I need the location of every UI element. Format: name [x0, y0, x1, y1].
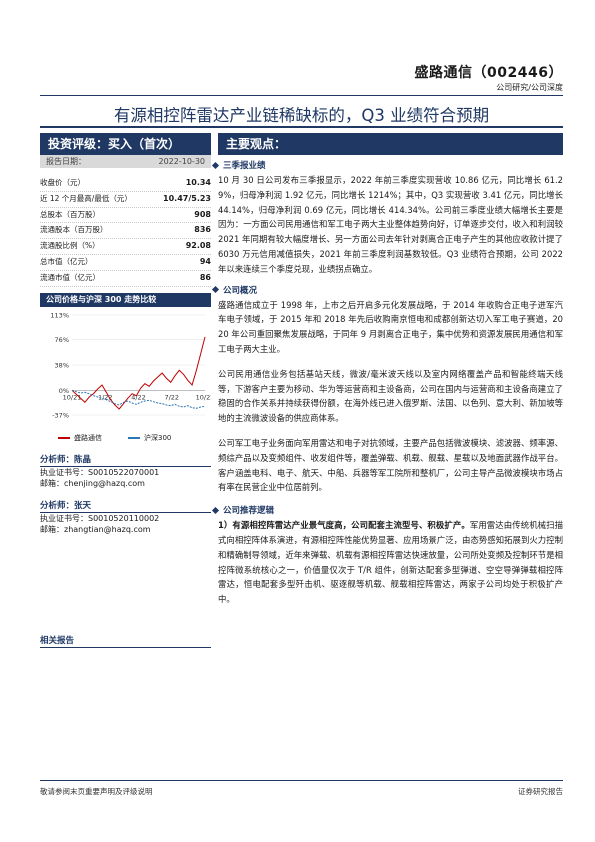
- stat-value: 94: [199, 256, 211, 266]
- x-tick-label: 10/22: [196, 393, 211, 401]
- key-stats: 收盘价（元） 10.34 近 12 个月最高/最低（元） 10.47/5.23 总股本（…: [40, 176, 211, 287]
- stat-row: 近 12 个月最高/最低（元） 10.47/5.23: [40, 192, 211, 208]
- logic-lead: 1）有源相控阵雷达产业景气度高，公司配套主流型号、积极扩产。: [218, 520, 470, 531]
- stat-value: 908: [194, 209, 211, 219]
- stat-value: 10.47/5.23: [163, 193, 211, 203]
- paragraph: 盛路通信成立于 1998 年，上市之后开启多元化发展战略，于 2014 年收购合…: [218, 299, 563, 354]
- stat-value: 10.34: [185, 178, 211, 187]
- price-comparison-chart: 113% 76% 38% 0% -37% 10/21 1/22 4/22 7/22 10/22: [50, 311, 211, 419]
- legend-swatch-b: [128, 436, 140, 439]
- analyst-title: 分析师：陈晶: [40, 453, 211, 467]
- diamond-bullet-icon: [211, 286, 220, 294]
- legend-label-a: 盛路通信: [74, 433, 102, 442]
- report-type: 公司研究/公司深度: [496, 83, 563, 92]
- sidebar: 投资评级：买入（首次） 报告日期： 2022-10-30 收盘价（元） 10.34…: [40, 133, 211, 535]
- analyst-title: 分析师：张天: [40, 499, 211, 513]
- analyst-cert: 执业证书号：S0010520110002: [40, 513, 160, 523]
- stat-value: 92.08: [185, 241, 211, 251]
- stat-label: 流通市值（亿元）: [40, 272, 100, 282]
- main-content: 主要观点： 三季报业绩 10 月 30 日公司发布三季报显示，2022 年前三季…: [211, 133, 563, 607]
- report-headline: 有源相控阵雷达产业链稀缺标的，Q3 业绩符合预期: [113, 106, 490, 125]
- report-date: 报告日期： 2022-10-30: [40, 155, 211, 168]
- paragraph: 10 月 30 日公司发布三季报显示，2022 年前三季度实现营收 10.86 …: [218, 175, 563, 274]
- paragraph: 1）有源相控阵雷达产业景气度高，公司配套主流型号、积极扩产。军用雷达由传统机械扫…: [218, 518, 563, 607]
- section-title: 三季报业绩: [211, 159, 563, 171]
- stat-label: 总股本（百万股）: [40, 209, 100, 219]
- legend-swatch-a: [58, 436, 70, 439]
- y-tick-label: -37%: [52, 411, 69, 419]
- header-rule: [40, 95, 563, 96]
- paragraph: 公司军工电子业务面向军用雷达和电子对抗领域，主要产品包括微波模块、滤波器、频率源…: [218, 437, 563, 493]
- analyst-email: 邮箱：zhangtian@hazq.com: [40, 524, 151, 534]
- analyst-email: 邮箱：chenjing@hazq.com: [40, 478, 145, 488]
- stat-label: 收盘价（元）: [40, 178, 85, 187]
- related-reports-heading: 相关报告: [40, 634, 211, 648]
- report-date-value: 2022-10-30: [158, 157, 206, 166]
- series-line: [71, 336, 206, 410]
- analyst-block-2: 分析师：张天 执业证书号：S0010520110002 邮箱：zhangtian…: [40, 499, 211, 535]
- stat-row: 收盘价（元） 10.34: [40, 176, 211, 192]
- series-line: [71, 389, 206, 409]
- footer-disclaimer: 敬请参阅末页重要声明及评级说明: [40, 787, 153, 796]
- stat-row: 总股本（百万股） 908: [40, 208, 211, 224]
- analyst-block-1: 分析师：陈晶 执业证书号：S0010522070001 邮箱：chenjing@…: [40, 453, 211, 489]
- y-tick-label: 38%: [55, 361, 69, 369]
- legend-label-b: 沪深300: [144, 433, 172, 442]
- stat-row: 流通市值（亿元） 86: [40, 271, 211, 287]
- main-points-banner: 主要观点：: [218, 133, 563, 155]
- x-tick-label: 10/21: [63, 393, 82, 401]
- stat-row: 总市值（亿元） 94: [40, 255, 211, 271]
- stat-row: 流通股本（百万股） 836: [40, 223, 211, 240]
- stat-value: 836: [194, 225, 211, 235]
- stat-label: 总市值（亿元）: [40, 256, 93, 266]
- stat-value: 86: [199, 272, 211, 282]
- footer-rule: [40, 780, 563, 781]
- footer-label: 证券研究报告: [518, 787, 563, 796]
- analyst-cert: 执业证书号：S0010522070001: [40, 467, 160, 477]
- y-tick-label: 113%: [50, 311, 69, 319]
- section-investment-logic: 公司推荐逻辑 1）有源相控阵雷达产业景气度高，公司配套主流型号、积极扩产。军用雷…: [211, 504, 563, 607]
- stat-label: 近 12 个月最高/最低（元）: [40, 193, 132, 203]
- headline-rule: [40, 126, 563, 128]
- report-date-label: 报告日期：: [46, 157, 86, 166]
- diamond-bullet-icon: [211, 161, 220, 169]
- x-tick-label: 7/22: [164, 393, 179, 401]
- x-tick-label: 4/22: [131, 393, 146, 401]
- chart-title: 公司价格与沪深 300 走势比较: [40, 292, 211, 307]
- y-tick-label: 0%: [59, 386, 69, 394]
- section-title: 公司推荐逻辑: [211, 504, 563, 516]
- rating-banner: 投资评级：买入（首次）: [40, 133, 211, 155]
- stat-label: 流通股比例（%）: [40, 241, 100, 251]
- paragraph: 公司民用通信业务包括基站天线，微波/毫米波天线以及室内网络覆盖产品和智能终端天线…: [218, 368, 563, 424]
- chart-legend: 盛路通信 沪深300: [58, 433, 211, 443]
- stat-label: 流通股本（百万股）: [40, 225, 108, 235]
- company-name: 盛路通信（002446）: [414, 65, 563, 81]
- logic-body: 军用雷达由传统机械扫描式向相控阵体系演进，有源相控阵性能优势显著、应用场景广泛，…: [218, 520, 564, 605]
- section-company-overview: 公司概况 盛路通信成立于 1998 年，上市之后开启多元化发展战略，于 2014…: [211, 284, 563, 496]
- x-tick-label: 1/22: [98, 393, 113, 401]
- stat-row: 流通股比例（%） 92.08: [40, 239, 211, 255]
- diamond-bullet-icon: [211, 506, 220, 514]
- y-tick-label: 76%: [55, 336, 69, 344]
- section-title: 公司概况: [211, 284, 563, 296]
- section-q3-results: 三季报业绩 10 月 30 日公司发布三季报显示，2022 年前三季度实现营收 …: [211, 159, 563, 277]
